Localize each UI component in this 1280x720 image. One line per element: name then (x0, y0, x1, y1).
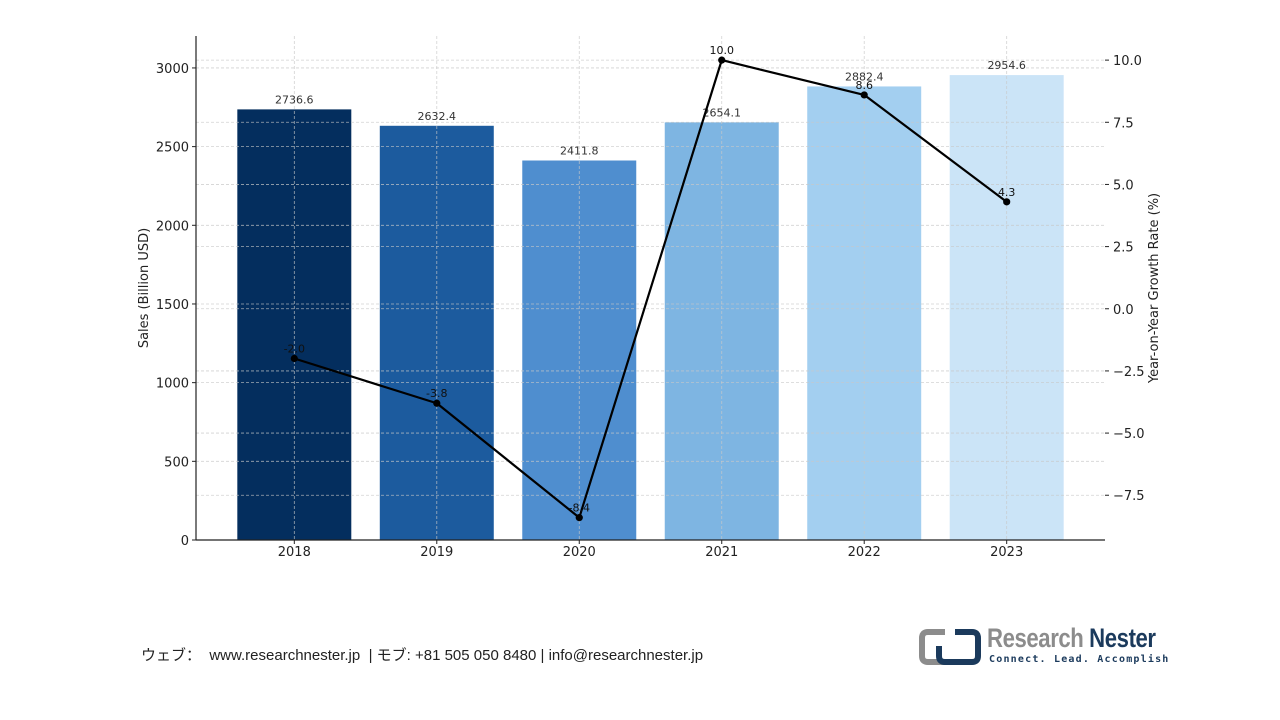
sales-bars (237, 75, 1064, 541)
growth-point (433, 399, 441, 407)
growth-value-label: 4.3 (998, 186, 1016, 199)
svg-text:1500: 1500 (156, 298, 189, 313)
svg-text:2.5: 2.5 (1113, 241, 1134, 256)
svg-text:2000: 2000 (156, 219, 189, 234)
growth-point (575, 514, 583, 522)
svg-text:2023: 2023 (990, 545, 1023, 560)
svg-text:−7.5: −7.5 (1113, 489, 1145, 504)
growth-point (718, 56, 726, 64)
growth-value-label: 8.6 (855, 79, 873, 92)
svg-text:0.0: 0.0 (1113, 303, 1134, 318)
logo-word-research: Research (987, 623, 1084, 653)
growth-value-label: -3.8 (426, 387, 447, 400)
logo-mark-icon (919, 629, 981, 665)
x-axis-ticks: 2018 2019 2020 2021 2022 2023 (278, 540, 1023, 560)
growth-value-label: -2.0 (284, 342, 305, 355)
growth-value-label: -8.4 (569, 502, 590, 515)
svg-text:0: 0 (181, 534, 189, 549)
svg-text:3000: 3000 (156, 62, 189, 77)
bar-value-labels: 2736.6 2632.4 2411.8 2654.1 2882.4 2954.6 (275, 59, 1026, 157)
bar-value-label: 2736.6 (275, 93, 314, 106)
bar-value-label: 2632.4 (418, 110, 457, 123)
logo-word-nester: Nester (1089, 623, 1156, 653)
research-nester-logo: Research Nester Connect. Lead. Accomplis… (919, 623, 1170, 671)
bar-value-label: 2954.6 (987, 59, 1026, 72)
svg-text:10.0: 10.0 (1113, 54, 1142, 69)
left-axis-title: Sales (Billion USD) (137, 228, 152, 348)
bar-value-label: 2411.8 (560, 144, 599, 157)
svg-text:−2.5: −2.5 (1113, 365, 1145, 380)
svg-text:2020: 2020 (563, 545, 596, 560)
axes (195, 36, 1105, 541)
svg-text:2019: 2019 (420, 545, 453, 560)
logo-tagline: Connect. Lead. Accomplish (989, 654, 1170, 665)
contact-footer: ウェブ： www.researchnester.jp | モブ: +81 505… (141, 647, 704, 664)
svg-text:2018: 2018 (278, 545, 311, 560)
growth-value-label: 10.0 (709, 44, 734, 57)
svg-text:2021: 2021 (705, 545, 738, 560)
bar-value-label: 2882.4 (845, 70, 884, 83)
svg-text:1000: 1000 (156, 377, 189, 392)
right-axis-title: Year-on-Year Growth Rate (%) (1147, 193, 1162, 384)
svg-text:7.5: 7.5 (1113, 116, 1134, 131)
growth-rate-line: -2.0 -3.8 -8.4 10.0 8.6 4.3 (284, 44, 1016, 522)
svg-text:2500: 2500 (156, 141, 189, 156)
growth-point (860, 91, 868, 99)
svg-text:2022: 2022 (848, 545, 881, 560)
svg-text:−5.0: −5.0 (1113, 427, 1145, 442)
right-axis-ticks: −7.5 −5.0 −2.5 0.0 2.5 5.0 7.5 10.0 (1105, 54, 1145, 504)
logo-wordmark: Research Nester (987, 623, 1156, 654)
growth-point (290, 354, 298, 363)
svg-text:5.0: 5.0 (1113, 178, 1134, 193)
growth-point (1003, 198, 1011, 206)
left-axis-ticks: 0 500 1000 1500 2000 2500 3000 (156, 62, 196, 549)
svg-text:500: 500 (164, 455, 189, 470)
bar-value-label: 2654.1 (702, 106, 741, 119)
